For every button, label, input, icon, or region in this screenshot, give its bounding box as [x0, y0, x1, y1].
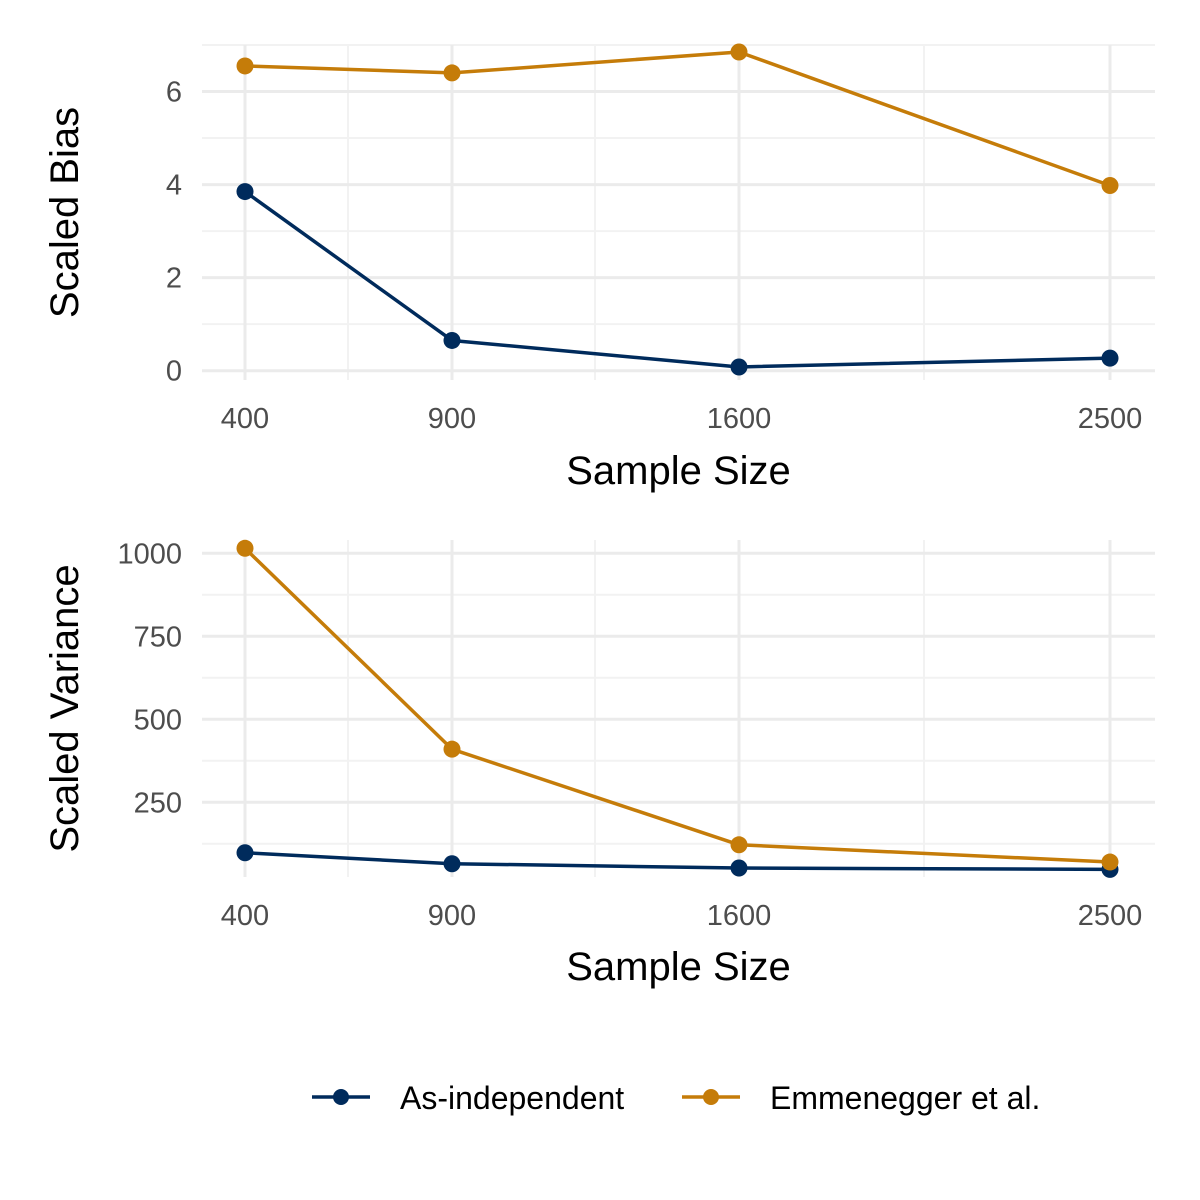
y-tick-label: 750	[134, 621, 182, 653]
x-axis-title: Sample Size	[566, 945, 791, 989]
legend-label-emmenegger: Emmenegger et al.	[770, 1080, 1040, 1116]
x-tick-label: 2500	[1078, 900, 1143, 932]
series-line-emmenegger	[244, 50, 1111, 188]
data-point-as-independent	[730, 358, 748, 376]
y-tick-label: 250	[134, 787, 182, 819]
data-point-emmenegger	[236, 57, 254, 75]
data-point-emmenegger	[443, 740, 461, 758]
y-axis-title: Scaled Variance	[43, 564, 87, 852]
data-point-as-independent	[236, 844, 254, 862]
x-tick-label: 1600	[707, 403, 772, 435]
y-tick-label: 500	[134, 704, 182, 736]
y-axis-title: Scaled Bias	[43, 107, 87, 318]
data-point-emmenegger	[236, 539, 254, 557]
data-point-emmenegger	[1101, 177, 1119, 195]
x-tick-label: 1600	[707, 900, 772, 932]
variance-panel: 250 500 750 1000 400 900 1600 2500 Sample Size Sc…	[43, 538, 1155, 989]
data-point-emmenegger	[730, 43, 748, 61]
data-point-emmenegger	[730, 836, 748, 854]
y-tick-label: 0	[166, 356, 182, 388]
x-tick-label: 400	[221, 403, 269, 435]
legend-marker-as-independent	[333, 1089, 349, 1105]
data-point-emmenegger	[443, 64, 461, 82]
legend: As-independent Emmenegger et al.	[312, 1080, 1040, 1116]
x-axis-title: Sample Size	[566, 449, 791, 493]
data-point-as-independent	[236, 183, 254, 201]
data-point-as-independent	[443, 331, 461, 349]
data-point-emmenegger	[1101, 853, 1119, 871]
y-tick-label: 1000	[117, 538, 182, 570]
series-line-as-independent	[244, 851, 1111, 872]
y-tick-label: 4	[166, 170, 182, 202]
x-tick-label: 900	[428, 900, 476, 932]
y-tick-label: 2	[166, 263, 182, 295]
series-line-emmenegger	[243, 547, 1111, 864]
bias-panel: 0 2 4 6 400 900 1600 2500 Sample Size Scaled Bias	[43, 43, 1155, 493]
y-tick-label: 6	[166, 77, 182, 109]
series-line-as-independent	[243, 190, 1111, 369]
x-tick-label: 900	[428, 403, 476, 435]
data-point-as-independent	[1101, 349, 1119, 367]
data-point-as-independent	[730, 859, 748, 877]
data-point-as-independent	[443, 855, 461, 873]
legend-marker-emmenegger	[703, 1089, 719, 1105]
x-tick-label: 2500	[1078, 403, 1143, 435]
x-tick-label: 400	[221, 900, 269, 932]
legend-label-as-independent: As-independent	[400, 1080, 624, 1116]
